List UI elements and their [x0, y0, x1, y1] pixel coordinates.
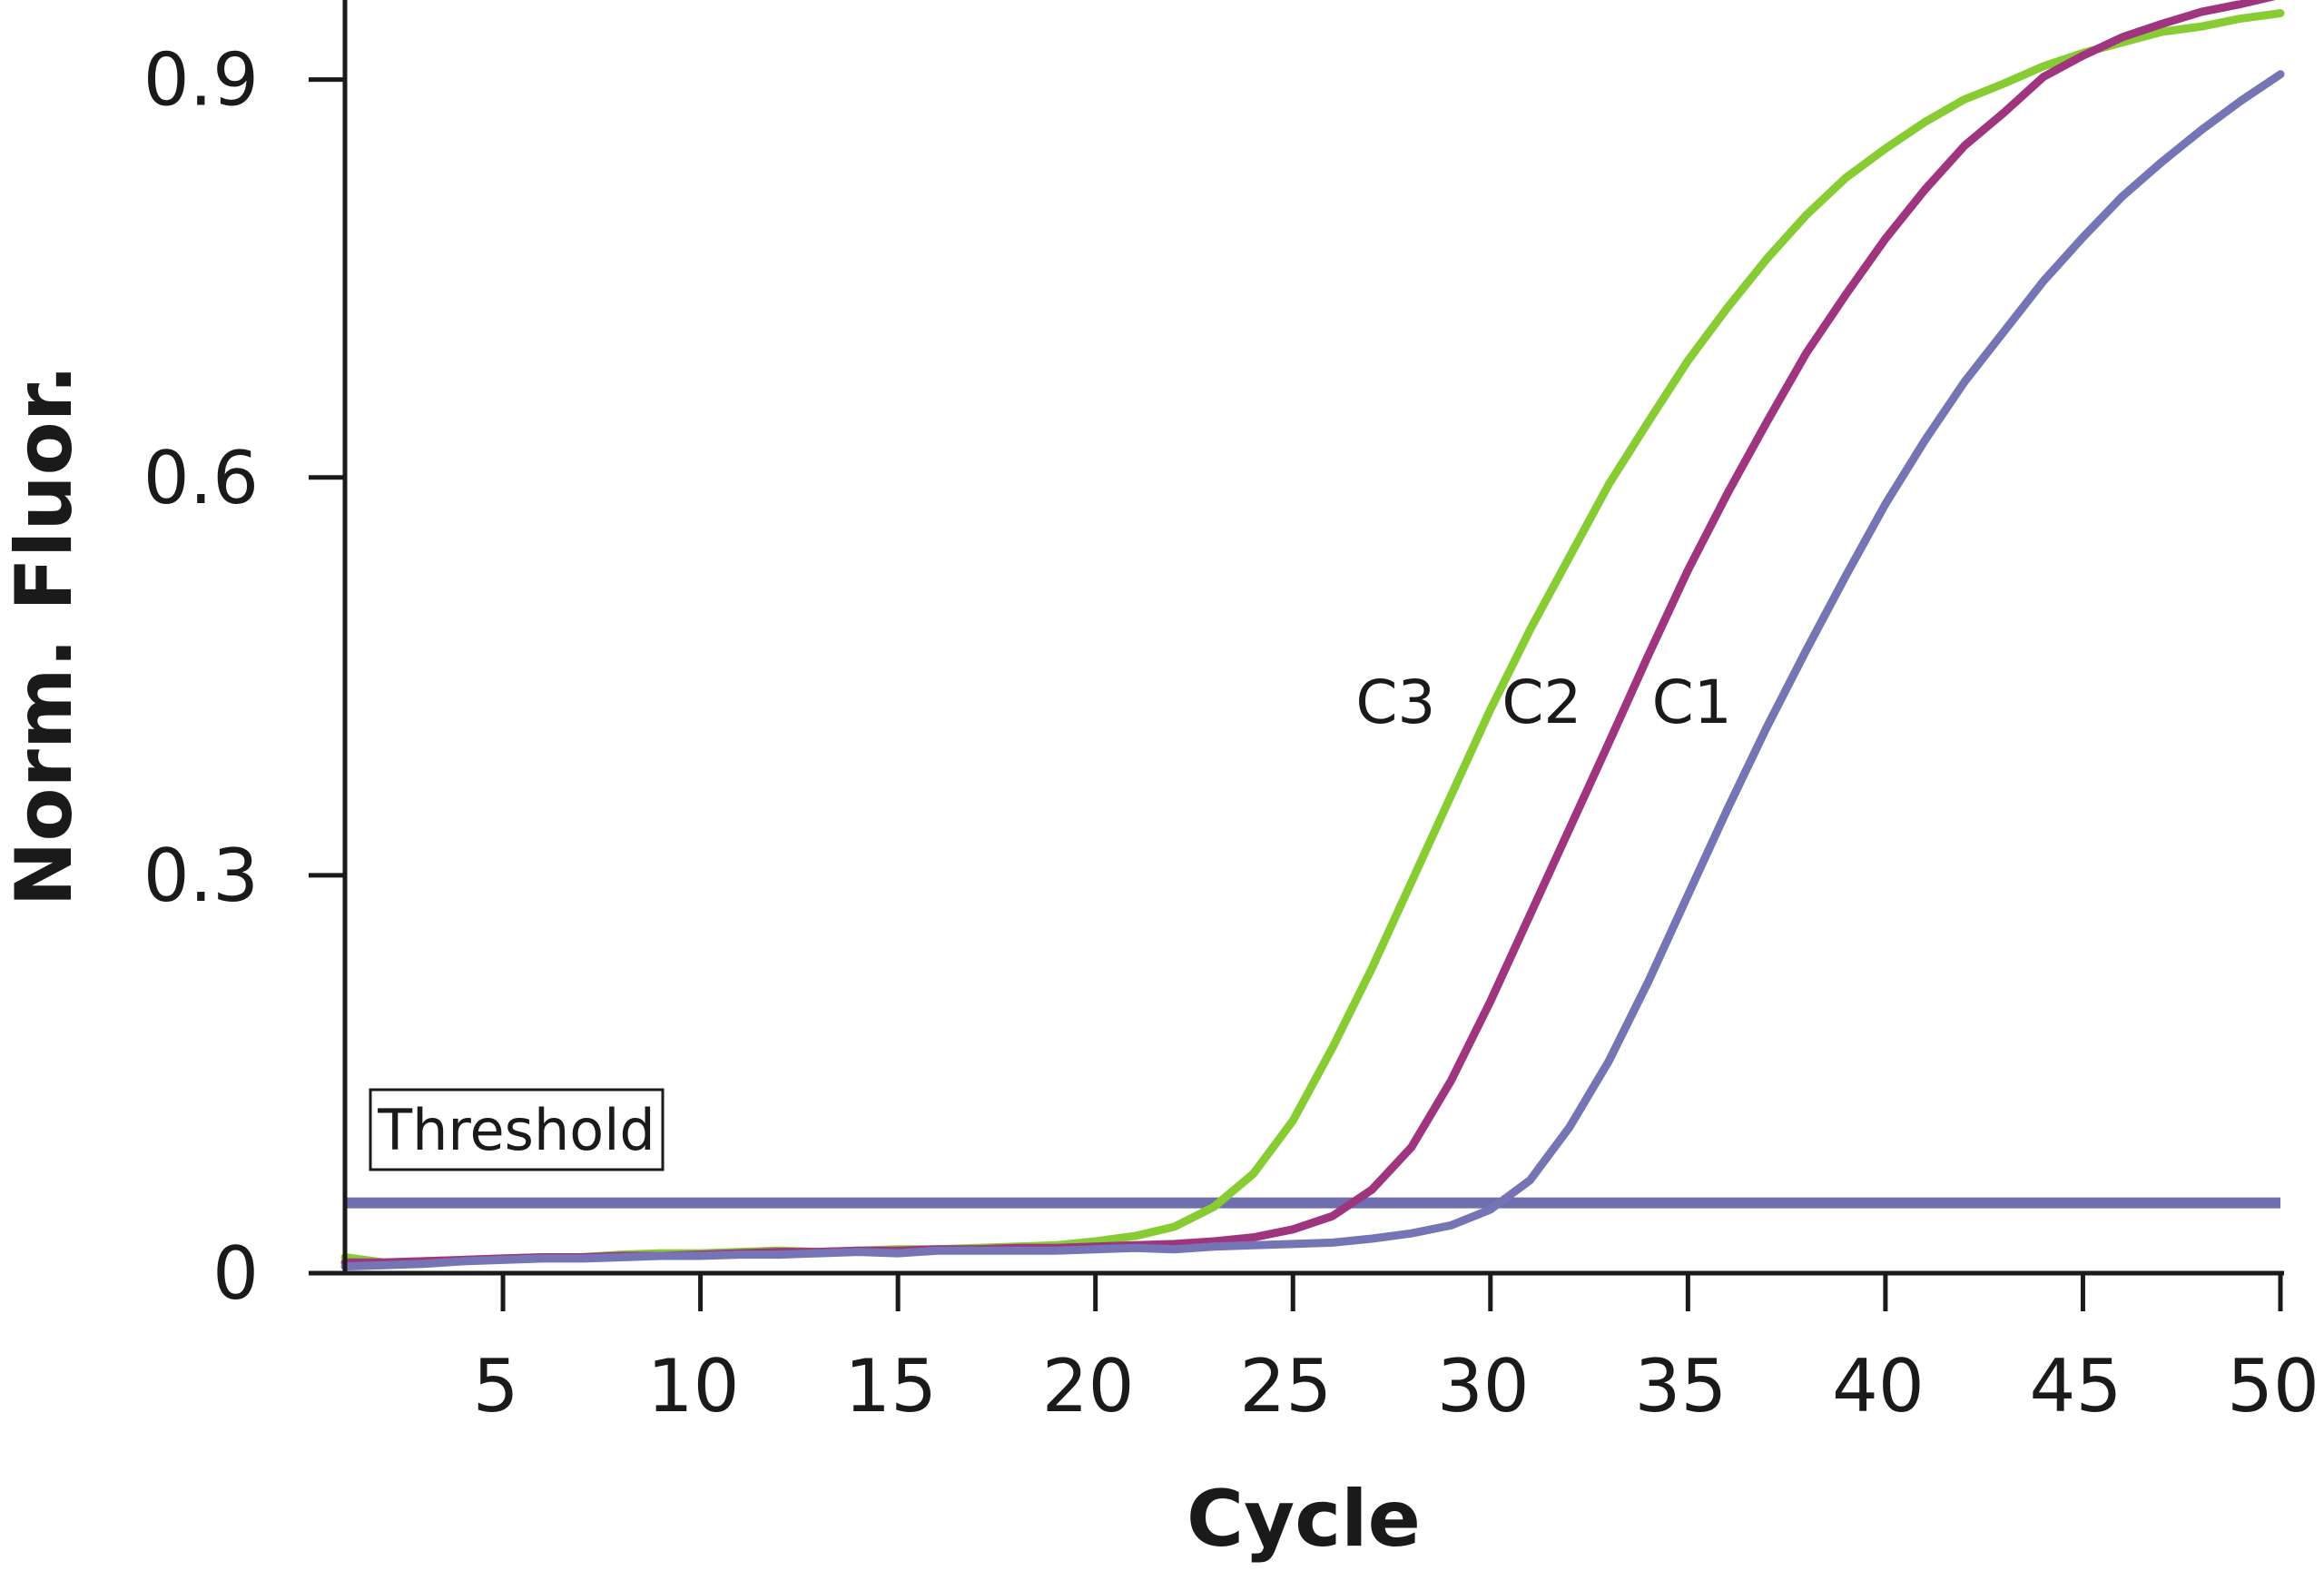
axes-layer [309, 0, 2284, 1276]
series-label-c3: C3 [1355, 667, 1435, 737]
x-tick-label-30: 30 [1437, 1344, 1530, 1428]
x-tick-label-35: 35 [1634, 1344, 1727, 1428]
y-tick-label-3: 0.9 [143, 38, 259, 123]
series-label-c2: C2 [1502, 667, 1581, 737]
y-tick-label-0: 0 [212, 1231, 259, 1316]
y-tick-label-1: 0.3 [143, 834, 259, 918]
threshold-layer: Threshold [345, 1088, 2280, 1209]
x-tick-label-40: 40 [1832, 1344, 1925, 1428]
x-tick-label-15: 15 [844, 1344, 937, 1428]
threshold-label: Threshold [377, 1097, 655, 1163]
y-axis-title: Norm. Fluor. [0, 364, 90, 906]
x-axis-title: Cycle [1187, 1474, 1421, 1565]
x-tick-label-5: 5 [473, 1344, 519, 1428]
series-line-c3 [340, 9, 2285, 1267]
x-tick-label-20: 20 [1042, 1344, 1135, 1428]
x-tick-label-45: 45 [2030, 1344, 2122, 1428]
labels-layer: C3 C2 C1 [1355, 667, 1731, 737]
ticks-layer: 5 10 15 20 25 30 35 40 45 50 0 0.3 0.6 0.9 [143, 38, 2319, 1428]
series-layer [340, 0, 2285, 1271]
series-label-c1: C1 [1652, 667, 1732, 737]
x-tick-label-25: 25 [1239, 1344, 1332, 1428]
x-tick-label-50: 50 [2227, 1344, 2319, 1428]
x-tick-label-10: 10 [647, 1344, 740, 1428]
threshold-label-box [369, 1088, 665, 1171]
y-tick-label-2: 0.6 [143, 436, 259, 520]
series-line-c1 [340, 70, 2285, 1271]
series-line-c2 [340, 0, 2276, 1267]
